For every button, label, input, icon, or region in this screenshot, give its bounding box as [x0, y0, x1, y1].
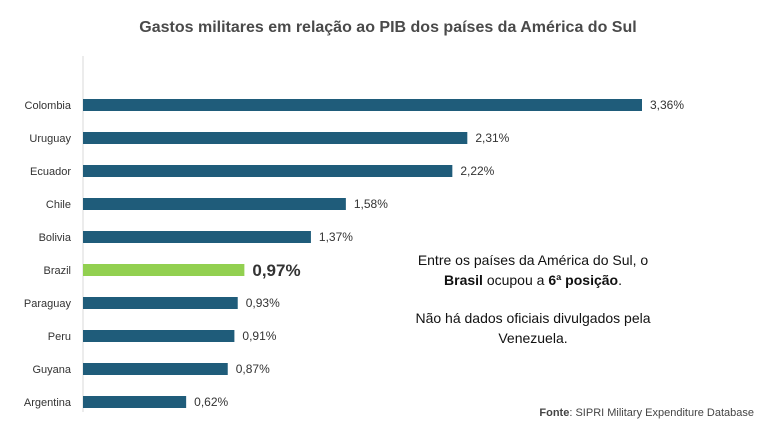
category-label: Ecuador	[30, 166, 71, 178]
category-label: Argentina	[24, 397, 72, 409]
data-label: 1,37%	[319, 230, 353, 244]
data-label: 3,36%	[650, 98, 684, 112]
category-label: Chile	[46, 199, 71, 211]
data-label: 0,93%	[246, 296, 280, 310]
source-text: SIPRI Military Expenditure Database	[575, 407, 754, 419]
category-label: Guyana	[32, 364, 71, 376]
source-separator: :	[569, 407, 576, 419]
annotation-text-2: ocupou a	[482, 272, 549, 288]
category-label: Bolivia	[39, 232, 72, 244]
annotation-box: Entre os países da América do Sul, o Bra…	[408, 250, 658, 348]
category-label: Paraguay	[24, 298, 72, 310]
annotation-text-1: Entre os países da América do Sul, o	[417, 252, 649, 268]
bar	[83, 396, 187, 408]
category-label: Uruguay	[29, 133, 71, 145]
category-label: Colombia	[25, 100, 72, 112]
data-label-highlight: 0,97%	[252, 261, 300, 280]
bar-highlight	[83, 264, 245, 276]
data-label: 0,62%	[194, 395, 228, 409]
bar	[83, 198, 346, 210]
annotation-bold-country: Brasil	[444, 272, 483, 288]
bar	[83, 363, 228, 375]
annotation-ranking: Entre os países da América do Sul, o Bra…	[408, 250, 658, 290]
data-label: 0,91%	[242, 329, 276, 343]
annotation-text-3: .	[618, 272, 622, 288]
category-label: Brazil	[43, 265, 71, 277]
source-note: Fonte: SIPRI Military Expenditure Databa…	[539, 407, 754, 419]
bar	[83, 165, 453, 177]
data-label: 1,58%	[354, 197, 388, 211]
data-label: 2,22%	[460, 164, 494, 178]
bar	[83, 99, 642, 111]
bars-group: Colombia 3,36% Uruguay 2,31% Ecuador 2,22% Chi…	[24, 98, 684, 409]
data-label: 2,31%	[475, 131, 509, 145]
data-label: 0,87%	[236, 362, 270, 376]
bar	[83, 132, 468, 144]
bar	[83, 297, 238, 309]
category-label: Peru	[48, 331, 71, 343]
bar	[83, 231, 311, 243]
annotation-bold-rank: 6ª posição	[548, 272, 619, 288]
source-label: Fonte	[539, 407, 570, 419]
annotation-venezuela: Não há dados oficiais divulgados pela Ve…	[415, 310, 651, 346]
bar	[83, 330, 235, 342]
chart-title: Gastos militares em relação ao PIB dos p…	[139, 19, 637, 36]
